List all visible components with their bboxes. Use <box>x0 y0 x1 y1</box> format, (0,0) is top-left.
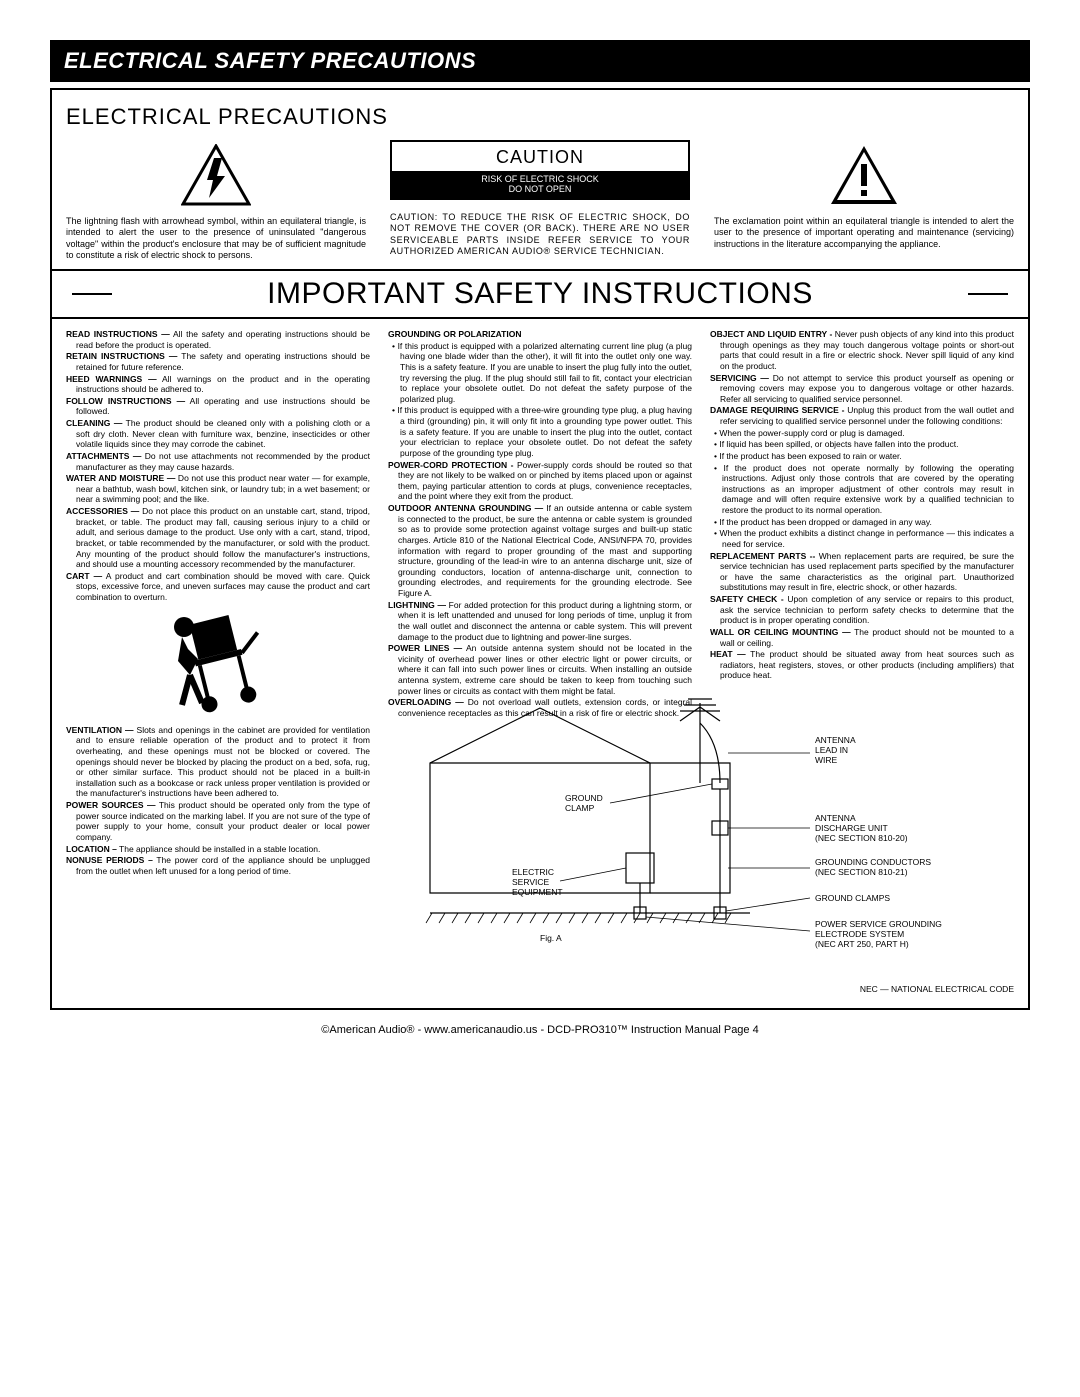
col3-bullets: When the power-supply cord or plug is da… <box>710 428 1014 550</box>
col3-item: OBJECT AND LIQUID ENTRY - Never push obj… <box>710 329 1014 372</box>
bullet-item: If this product is equipped with a three… <box>400 405 692 458</box>
bullet-item: If the product does not operate normally… <box>722 463 1014 516</box>
col1-item: LOCATION – The appliance should be insta… <box>66 844 370 855</box>
caution-text: CAUTION: TO REDUCE THE RISK OF ELECTRIC … <box>390 212 690 257</box>
exclamation-icon <box>829 144 899 206</box>
col1-item: ATTACHMENTS — Do not use attachments not… <box>66 451 370 472</box>
col3-item: HEAT — The product should be situated aw… <box>710 649 1014 681</box>
content-frame: ELECTRICAL PRECAUTIONS The lightning fla… <box>50 88 1030 1010</box>
col1-item: HEED WARNINGS — All warnings on the prod… <box>66 374 370 395</box>
svg-text:ANTENNADISCHARGE UNIT(NEC SECT: ANTENNADISCHARGE UNIT(NEC SECTION 810-20… <box>815 813 908 843</box>
caution-sub: RISK OF ELECTRIC SHOCKDO NOT OPEN <box>392 171 688 199</box>
col3-item: SERVICING — Do not attempt to service th… <box>710 373 1014 405</box>
col3-item: DAMAGE REQUIRING SERVICE - Unplug this p… <box>710 405 1014 426</box>
page-footer: ©American Audio® - www.americanaudio.us … <box>50 1024 1030 1036</box>
banner: ELECTRICAL SAFETY PRECAUTIONS <box>50 40 1030 82</box>
column-3: OBJECT AND LIQUID ENTRY - Never push obj… <box>710 329 1014 976</box>
svg-text:POWER SERVICE GROUNDINGELECTRO: POWER SERVICE GROUNDINGELECTRODE SYSTEM(… <box>815 919 942 949</box>
caution-box: CAUTION RISK OF ELECTRIC SHOCKDO NOT OPE… <box>390 140 690 200</box>
bullet-item: If liquid has been spilled, or objects h… <box>722 439 1014 450</box>
svg-text:Fig. A: Fig. A <box>540 933 562 943</box>
col1-item: READ INSTRUCTIONS — All the safety and o… <box>66 329 370 350</box>
bullet-item: If this product is equipped with a polar… <box>400 341 692 405</box>
col2-bullets: If this product is equipped with a polar… <box>388 341 692 459</box>
col1-item: ACCESSORIES — Do not place this product … <box>66 506 370 570</box>
col2-item: POWER LINES — An outside antenna system … <box>388 643 692 696</box>
col3-item: WALL OR CEILING MOUNTING — The product s… <box>710 627 1014 648</box>
col1-item: NONUSE PERIODS – The power cord of the a… <box>66 855 370 876</box>
col2-header: GROUNDING OR POLARIZATION <box>388 329 692 340</box>
subtitle: ELECTRICAL PRECAUTIONS <box>66 104 1014 130</box>
svg-text:GROUND CLAMPS: GROUND CLAMPS <box>815 893 890 903</box>
col2-item: POWER-CORD PROTECTION - Power-supply cor… <box>388 460 692 503</box>
column-1: READ INSTRUCTIONS — All the safety and o… <box>66 329 370 976</box>
exclaim-col: The exclamation point within an equilate… <box>714 140 1014 261</box>
caution-title: CAUTION <box>392 142 688 171</box>
bullet-item: When the power-supply cord or plug is da… <box>722 428 1014 439</box>
instruction-columns: READ INSTRUCTIONS — All the safety and o… <box>66 329 1014 976</box>
col1-item: CART — A product and cart combination sh… <box>66 571 370 603</box>
svg-text:ANTENNALEAD INWIRE: ANTENNALEAD INWIRE <box>815 735 856 765</box>
bullet-item: If the product has been dropped or damag… <box>722 517 1014 528</box>
col1-item: CLEANING — The product should be cleaned… <box>66 418 370 450</box>
exclaim-text: The exclamation point within an equilate… <box>714 216 1014 250</box>
nec-note: NEC — NATIONAL ELECTRICAL CODE <box>66 984 1014 994</box>
col2-item: OUTDOOR ANTENNA GROUNDING — If an outsid… <box>388 503 692 599</box>
bullet-item: If the product has been exposed to rain … <box>722 451 1014 462</box>
col1-item: RETAIN INSTRUCTIONS — The safety and ope… <box>66 351 370 372</box>
safety-title-bar: IMPORTANT SAFETY INSTRUCTIONS <box>52 269 1028 319</box>
caution-col: CAUTION RISK OF ELECTRIC SHOCKDO NOT OPE… <box>390 140 690 261</box>
col3-item: SAFETY CHECK - Upon completion of any se… <box>710 594 1014 626</box>
bullet-item: When the product exhibits a distinct cha… <box>722 528 1014 549</box>
svg-text:GROUNDING CONDUCTORS(NEC SECTI: GROUNDING CONDUCTORS(NEC SECTION 810-21) <box>815 857 931 877</box>
lightning-text: The lightning flash with arrowhead symbo… <box>66 216 366 261</box>
grounding-diagram-icon: ANTENNALEAD INWIRE GROUNDCLAMP ANTENNADISC… <box>390 693 1010 973</box>
col1-item: FOLLOW INSTRUCTIONS — All operating and … <box>66 396 370 417</box>
col1-item: POWER SOURCES — This product should be o… <box>66 800 370 843</box>
safety-title: IMPORTANT SAFETY INSTRUCTIONS <box>112 277 968 311</box>
col1-item: WATER AND MOISTURE — Do not use this pro… <box>66 473 370 505</box>
svg-text:GROUNDCLAMP: GROUNDCLAMP <box>565 793 603 813</box>
col1-item: VENTILATION — Slots and openings in the … <box>66 725 370 799</box>
cart-tip-icon <box>168 609 268 719</box>
grounding-figure: ANTENNALEAD INWIRE GROUNDCLAMP ANTENNADISC… <box>390 693 1010 976</box>
lightning-icon <box>181 144 251 206</box>
col3-item: REPLACEMENT PARTS -- When replacement pa… <box>710 551 1014 594</box>
svg-text:ELECTRICSERVICEEQUIPMENT: ELECTRICSERVICEEQUIPMENT <box>512 867 563 897</box>
caution-row: The lightning flash with arrowhead symbo… <box>66 140 1014 261</box>
col2-item: LIGHTNING — For added protection for thi… <box>388 600 692 643</box>
lightning-col: The lightning flash with arrowhead symbo… <box>66 140 366 261</box>
